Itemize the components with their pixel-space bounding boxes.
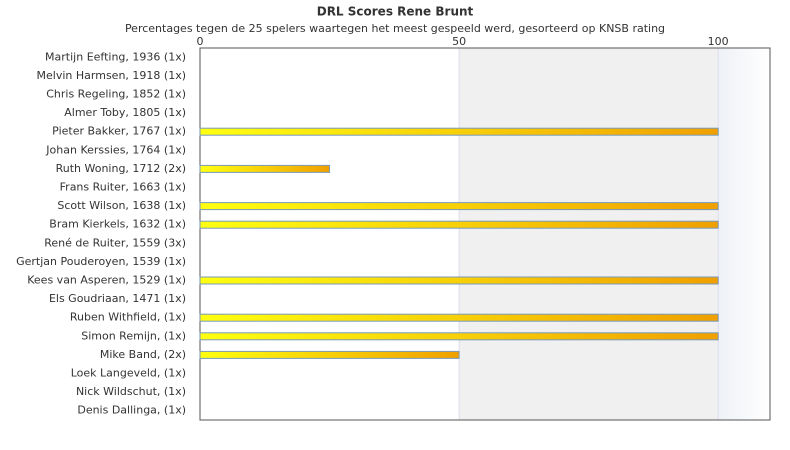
bar (199, 276, 719, 285)
y-tick-label: Simon Remijn, (1x) (81, 329, 186, 342)
y-tick-label: Ruben Withfield, (1x) (70, 311, 186, 324)
y-tick-label: Nick Wildschut, (1x) (76, 385, 186, 398)
y-tick-label: Pieter Bakker, 1767 (1x) (52, 125, 186, 138)
y-tick-label: Denis Dallinga, (1x) (77, 404, 186, 417)
y-tick-label: Ruth Woning, 1712 (2x) (56, 162, 186, 175)
y-tick-label: Mike Band, (2x) (100, 348, 186, 361)
y-tick-label: Kees van Asperen, 1529 (1x) (27, 274, 186, 287)
bar (199, 332, 719, 341)
y-tick-label: Martijn Eefting, 1936 (1x) (45, 50, 186, 63)
y-tick-label: Johan Kerssies, 1764 (1x) (45, 143, 186, 156)
bar (199, 164, 331, 173)
y-tick-label: Els Goudriaan, 1471 (1x) (49, 292, 186, 305)
y-tick-label: Scott Wilson, 1638 (1x) (57, 199, 186, 212)
bar (199, 202, 719, 211)
bar (199, 220, 719, 229)
x-tick-label: 100 (708, 35, 729, 48)
y-tick-label: Melvin Harmsen, 1918 (1x) (37, 69, 186, 82)
plot-band (200, 48, 460, 420)
bar (199, 127, 719, 136)
x-tick-label: 0 (197, 35, 204, 48)
y-tick-label: Almer Toby, 1805 (1x) (64, 106, 186, 119)
plot-border (199, 47, 771, 421)
y-tick-label: Gertjan Pouderoyen, 1539 (1x) (16, 255, 186, 268)
y-tick-label: René de Ruiter, 1559 (3x) (44, 236, 186, 249)
x-tick-label: 50 (452, 35, 466, 48)
y-tick-label: Frans Ruiter, 1663 (1x) (60, 181, 186, 194)
bar (199, 313, 719, 322)
chart-subtitle: Percentages tegen de 25 spelers waartege… (125, 22, 665, 35)
plot-band (718, 48, 770, 420)
plot-band (459, 48, 719, 420)
y-tick-label: Loek Langeveld, (1x) (71, 367, 186, 380)
chart-title: DRL Scores Rene Brunt (317, 5, 474, 19)
y-tick-label: Chris Regeling, 1852 (1x) (46, 88, 186, 101)
y-tick-label: Bram Kierkels, 1632 (1x) (49, 218, 186, 231)
bar (199, 350, 460, 359)
